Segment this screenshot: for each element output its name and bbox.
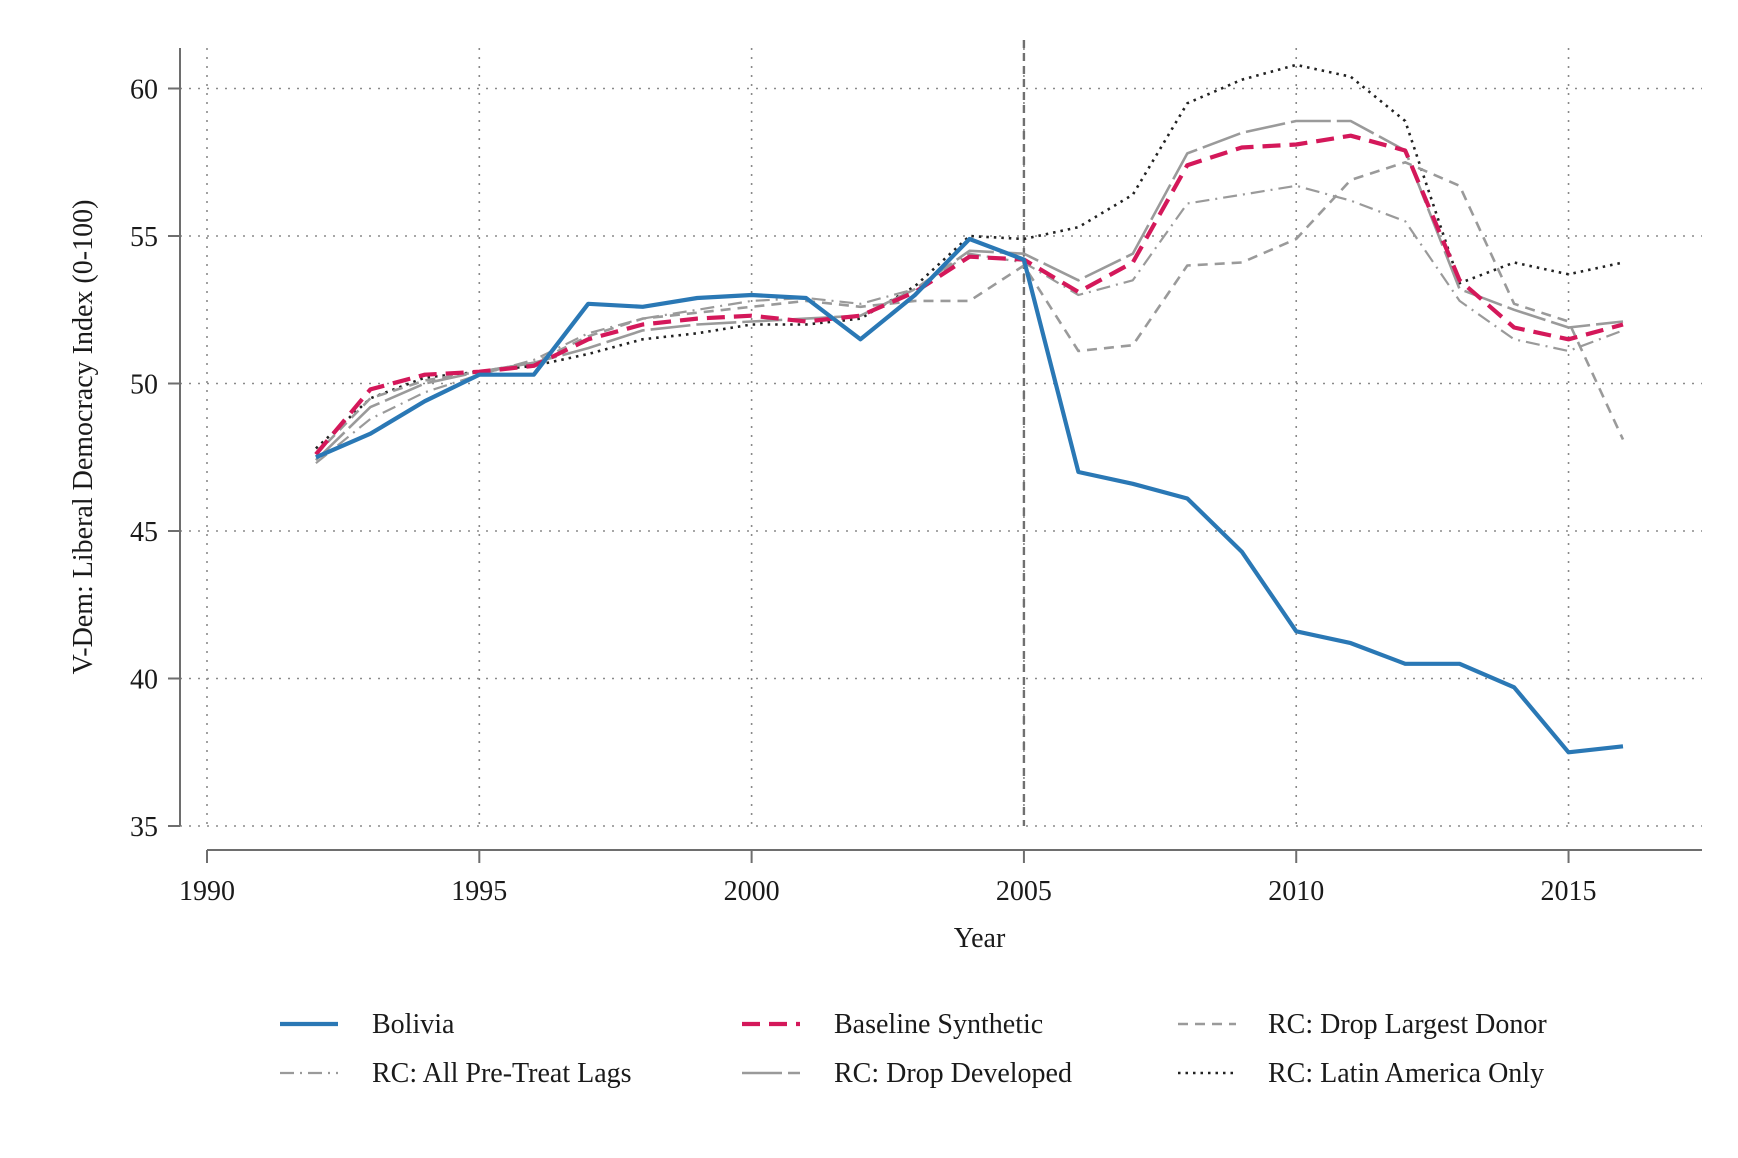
x-tick-label: 1990 <box>179 876 235 907</box>
legend-item: Baseline Synthetic <box>742 1009 1043 1040</box>
grid <box>180 40 1702 827</box>
legend-label: RC: All Pre-Treat Lags <box>372 1058 632 1089</box>
x-tick-label: 1995 <box>451 876 507 907</box>
legend-item: RC: Drop Developed <box>742 1058 1072 1089</box>
y-tick-label: 45 <box>130 517 158 548</box>
series-lines <box>314 63 1625 755</box>
legend-label: RC: Drop Largest Donor <box>1268 1009 1547 1040</box>
y-axis-title: V-Dem: Liberal Democracy Index (0-100) <box>68 200 99 675</box>
x-tick-label: 2010 <box>1268 876 1324 907</box>
y-tick-label: 35 <box>130 812 158 843</box>
legend-label: Baseline Synthetic <box>834 1009 1043 1040</box>
legend-label: Bolivia <box>372 1009 455 1040</box>
x-tick-label: 2015 <box>1541 876 1597 907</box>
y-tick-label: 60 <box>130 75 158 106</box>
x-tick-label: 2000 <box>724 876 780 907</box>
x-tick-label: 2005 <box>996 876 1052 907</box>
legend-item: RC: Drop Largest Donor <box>1178 1009 1547 1040</box>
y-tick-label: 55 <box>130 222 158 253</box>
legend: Bolivia Baseline Synthetic RC: Drop Larges… <box>280 1009 1547 1089</box>
legend-label: RC: Drop Developed <box>834 1058 1072 1089</box>
y-tick-label: 50 <box>130 370 158 401</box>
axes: 35 40 45 50 55 60 1990 1995 2000 2005 2010 2015 <box>130 48 1702 907</box>
legend-label: RC: Latin America Only <box>1268 1058 1544 1089</box>
x-axis-title: Year <box>954 923 1006 954</box>
series-line-rc-all-pre-treat-lags <box>315 184 1624 465</box>
legend-item: RC: All Pre-Treat Lags <box>280 1058 632 1089</box>
series-line-bolivia <box>315 236 1624 755</box>
legend-item: Bolivia <box>280 1009 455 1040</box>
y-tick-label: 40 <box>130 665 158 696</box>
legend-item: RC: Latin America Only <box>1178 1058 1544 1089</box>
series-line-baseline-synthetic <box>314 133 1624 456</box>
